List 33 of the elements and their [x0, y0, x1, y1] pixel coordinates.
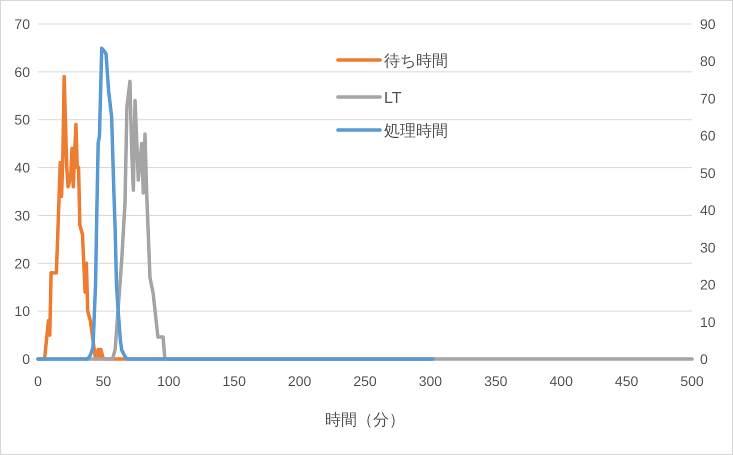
x-tick-label: 100	[157, 373, 181, 389]
y-tick-label: 0	[22, 351, 30, 367]
y2-tick-label: 90	[700, 16, 716, 32]
y2-tick-label: 80	[700, 53, 716, 70]
x-tick-label: 300	[418, 373, 442, 389]
legend-label: LT	[384, 90, 402, 107]
y-tick-label: 10	[14, 303, 30, 320]
x-tick-label: 150	[222, 373, 246, 389]
y2-tick-label: 60	[700, 128, 716, 144]
x-tick-label: 400	[550, 373, 574, 389]
y-tick-label: 40	[14, 160, 30, 176]
y2-tick-label: 30	[700, 239, 716, 256]
x-tick-label: 0	[34, 373, 42, 389]
legend-label: 待ち時間	[384, 52, 448, 70]
y2-tick-label: 40	[700, 202, 716, 218]
y-tick-label: 50	[14, 112, 30, 128]
y-tick-label: 20	[14, 255, 30, 272]
x-tick-label: 350	[484, 373, 508, 389]
x-tick-label: 250	[353, 373, 377, 389]
y2-tick-label: 50	[700, 164, 716, 181]
y2-tick-label: 70	[700, 90, 716, 106]
y2-tick-label: 0	[700, 351, 708, 367]
x-axis-title: 時間（分）	[325, 411, 405, 429]
x-tick-label: 450	[614, 373, 638, 389]
x-tick-label: 500	[680, 373, 704, 389]
x-tick-label: 50	[96, 373, 112, 389]
y-tick-label: 70	[14, 16, 30, 32]
legend-label: 処理時間	[384, 122, 448, 140]
x-tick-label: 200	[288, 373, 312, 389]
y-tick-label: 60	[14, 64, 30, 80]
y2-tick-label: 10	[700, 314, 716, 330]
y2-tick-label: 20	[700, 276, 716, 293]
y-tick-label: 30	[14, 207, 30, 224]
